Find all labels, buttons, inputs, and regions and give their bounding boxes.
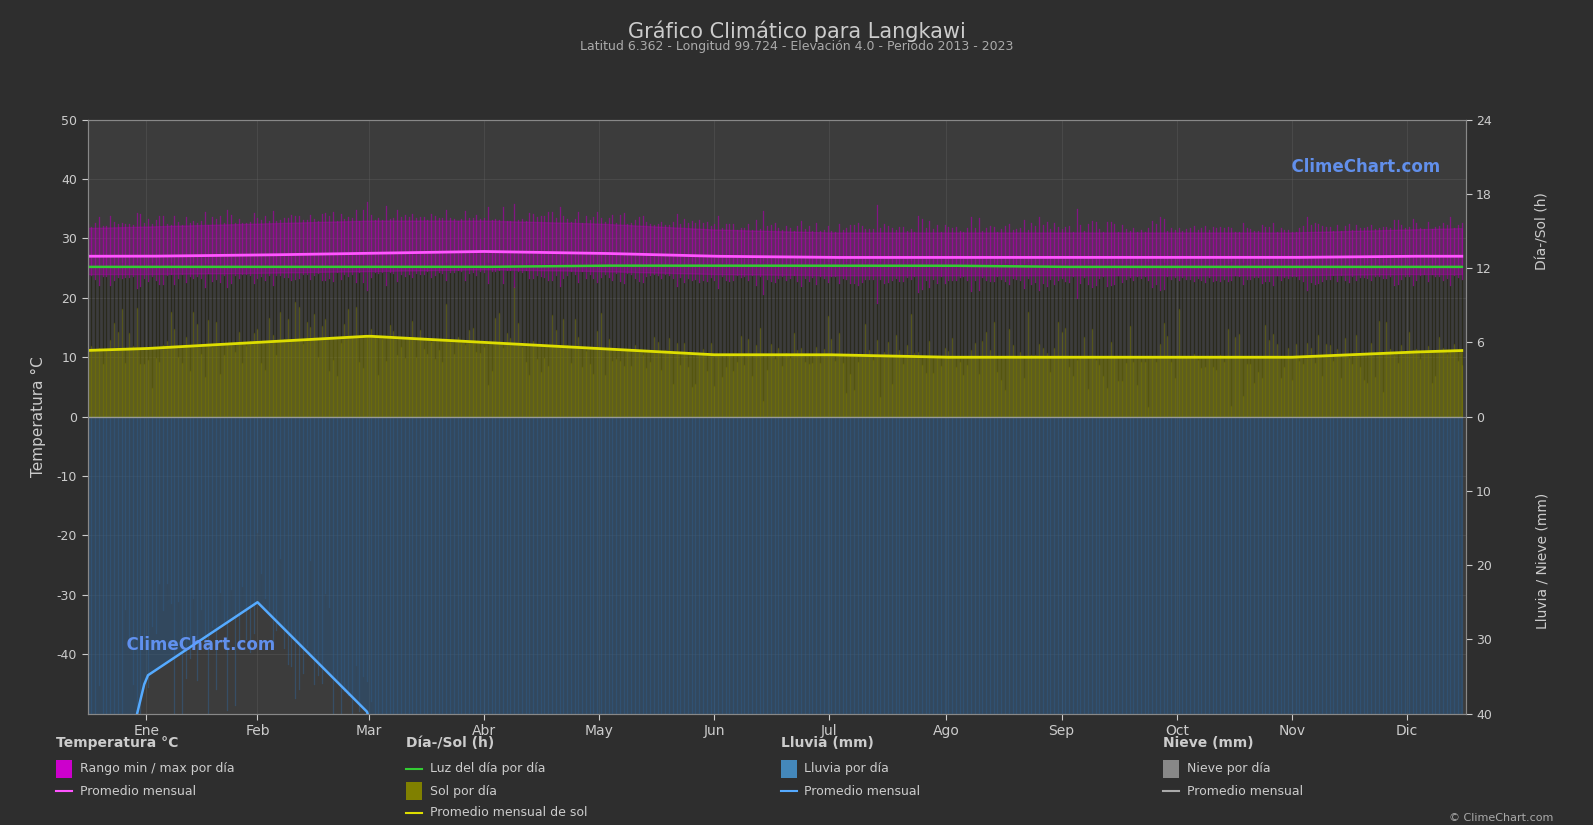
- Text: Gráfico Climático para Langkawi: Gráfico Climático para Langkawi: [628, 21, 965, 42]
- Text: © ClimeChart.com: © ClimeChart.com: [1448, 813, 1553, 823]
- Text: ClimeChart.com: ClimeChart.com: [1279, 158, 1440, 177]
- Text: Promedio mensual: Promedio mensual: [80, 785, 196, 798]
- Text: Latitud 6.362 - Longitud 99.724 - Elevación 4.0 - Periodo 2013 - 2023: Latitud 6.362 - Longitud 99.724 - Elevac…: [580, 40, 1013, 53]
- Y-axis label: Temperatura °C: Temperatura °C: [30, 356, 46, 477]
- Text: Lluvia por día: Lluvia por día: [804, 762, 889, 776]
- Text: Promedio mensual de sol: Promedio mensual de sol: [430, 806, 588, 819]
- Text: Lluvia (mm): Lluvia (mm): [781, 736, 873, 750]
- Text: Lluvia / Nieve (mm): Lluvia / Nieve (mm): [1536, 493, 1548, 629]
- Text: Día-/Sol (h): Día-/Sol (h): [406, 736, 494, 750]
- Text: Temperatura °C: Temperatura °C: [56, 736, 178, 750]
- Text: Nieve por día: Nieve por día: [1187, 762, 1270, 776]
- Text: ClimeChart.com: ClimeChart.com: [115, 636, 276, 654]
- Text: Promedio mensual: Promedio mensual: [804, 785, 921, 798]
- Text: Promedio mensual: Promedio mensual: [1187, 785, 1303, 798]
- Text: Nieve (mm): Nieve (mm): [1163, 736, 1254, 750]
- Text: Rango min / max por día: Rango min / max por día: [80, 762, 234, 776]
- Text: Sol por día: Sol por día: [430, 785, 497, 798]
- Text: Luz del día por día: Luz del día por día: [430, 762, 546, 776]
- Text: Día-/Sol (h): Día-/Sol (h): [1536, 192, 1548, 270]
